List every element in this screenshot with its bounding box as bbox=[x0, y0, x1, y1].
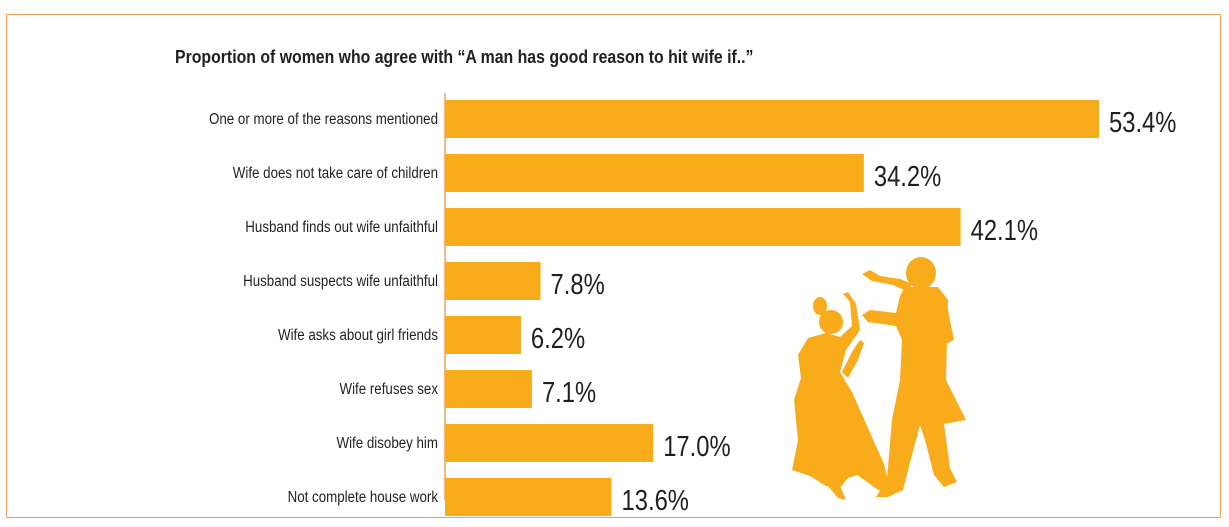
value-label: 6.2% bbox=[531, 323, 585, 355]
category-label: One or more of the reasons mentioned bbox=[209, 111, 438, 128]
category-label: Husband finds out wife unfaithful bbox=[245, 219, 438, 236]
value-label: 53.4% bbox=[1109, 107, 1176, 139]
bar bbox=[445, 154, 864, 192]
man-silhouette bbox=[862, 257, 966, 497]
category-label: Not complete house work bbox=[288, 489, 439, 506]
category-label: Wife does not take care of children bbox=[233, 165, 438, 182]
silhouette-couple-illustration bbox=[792, 257, 966, 500]
bar bbox=[445, 208, 961, 246]
value-label: 34.2% bbox=[874, 161, 941, 193]
value-label: 13.6% bbox=[622, 485, 689, 517]
bar bbox=[445, 262, 541, 300]
category-label: Wife asks about girl friends bbox=[278, 327, 438, 344]
bar bbox=[445, 424, 654, 462]
value-label: 7.8% bbox=[551, 269, 605, 301]
value-label: 17.0% bbox=[663, 431, 730, 463]
bar bbox=[445, 100, 1099, 138]
category-label: Wife refuses sex bbox=[340, 381, 439, 398]
woman-silhouette bbox=[792, 292, 890, 500]
bar bbox=[445, 478, 612, 516]
bar bbox=[445, 316, 521, 354]
chart-title: Proportion of women who agree with “A ma… bbox=[175, 47, 754, 67]
category-label: Husband suspects wife unfaithful bbox=[243, 273, 438, 290]
bars-group: One or more of the reasons mentioned 53.4… bbox=[209, 100, 1176, 517]
value-label: 7.1% bbox=[542, 377, 596, 409]
category-label: Wife disobey him bbox=[337, 435, 439, 452]
value-label: 42.1% bbox=[971, 215, 1038, 247]
bar bbox=[445, 370, 532, 408]
